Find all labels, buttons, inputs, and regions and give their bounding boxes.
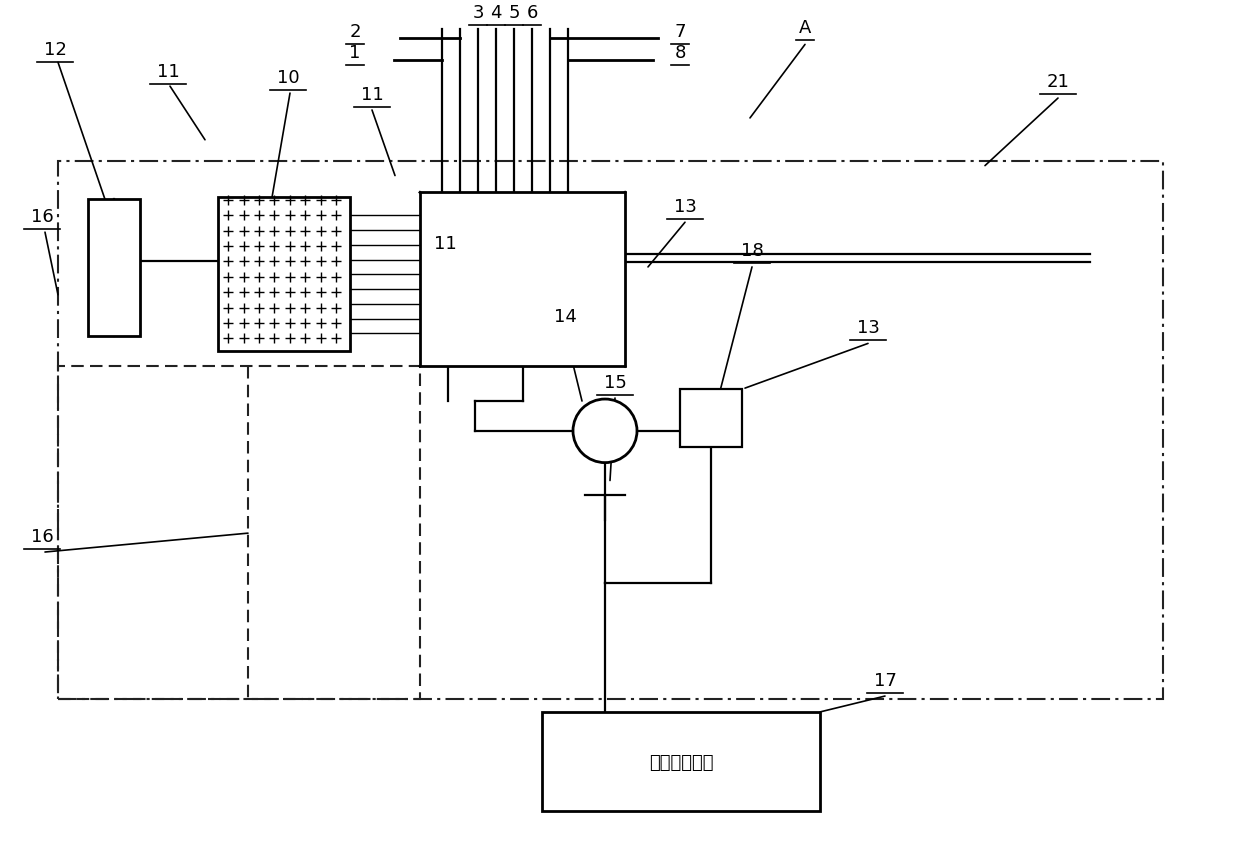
Text: 16: 16 — [31, 527, 53, 545]
Text: 2: 2 — [350, 23, 361, 42]
Circle shape — [573, 399, 637, 463]
Text: 13: 13 — [673, 198, 697, 216]
Text: 15: 15 — [604, 374, 626, 392]
Text: 4: 4 — [490, 3, 502, 21]
Bar — [542, 712, 820, 811]
Text: 6: 6 — [526, 3, 538, 21]
Text: 3: 3 — [472, 3, 484, 21]
Bar — [58, 367, 420, 699]
Bar — [58, 161, 1163, 699]
Bar — [420, 193, 625, 367]
Text: 5: 5 — [508, 3, 520, 21]
Text: 21: 21 — [1047, 73, 1069, 91]
Text: 12: 12 — [43, 41, 67, 59]
Bar — [680, 390, 742, 447]
Text: 16: 16 — [31, 208, 53, 226]
Text: A: A — [799, 20, 811, 38]
Text: 13: 13 — [857, 319, 879, 337]
Text: 1: 1 — [350, 44, 361, 62]
Text: 8: 8 — [675, 44, 686, 62]
Text: 7: 7 — [675, 23, 686, 42]
Text: 10: 10 — [277, 69, 299, 87]
Text: 气体监测仪器: 气体监测仪器 — [649, 752, 713, 771]
Text: 18: 18 — [740, 241, 764, 259]
Bar — [218, 198, 350, 352]
Bar — [88, 200, 140, 337]
Text: 14: 14 — [553, 307, 577, 325]
Text: 11: 11 — [434, 235, 456, 252]
Text: 17: 17 — [873, 671, 897, 689]
Text: 11: 11 — [361, 86, 383, 104]
Text: 11: 11 — [156, 63, 180, 81]
